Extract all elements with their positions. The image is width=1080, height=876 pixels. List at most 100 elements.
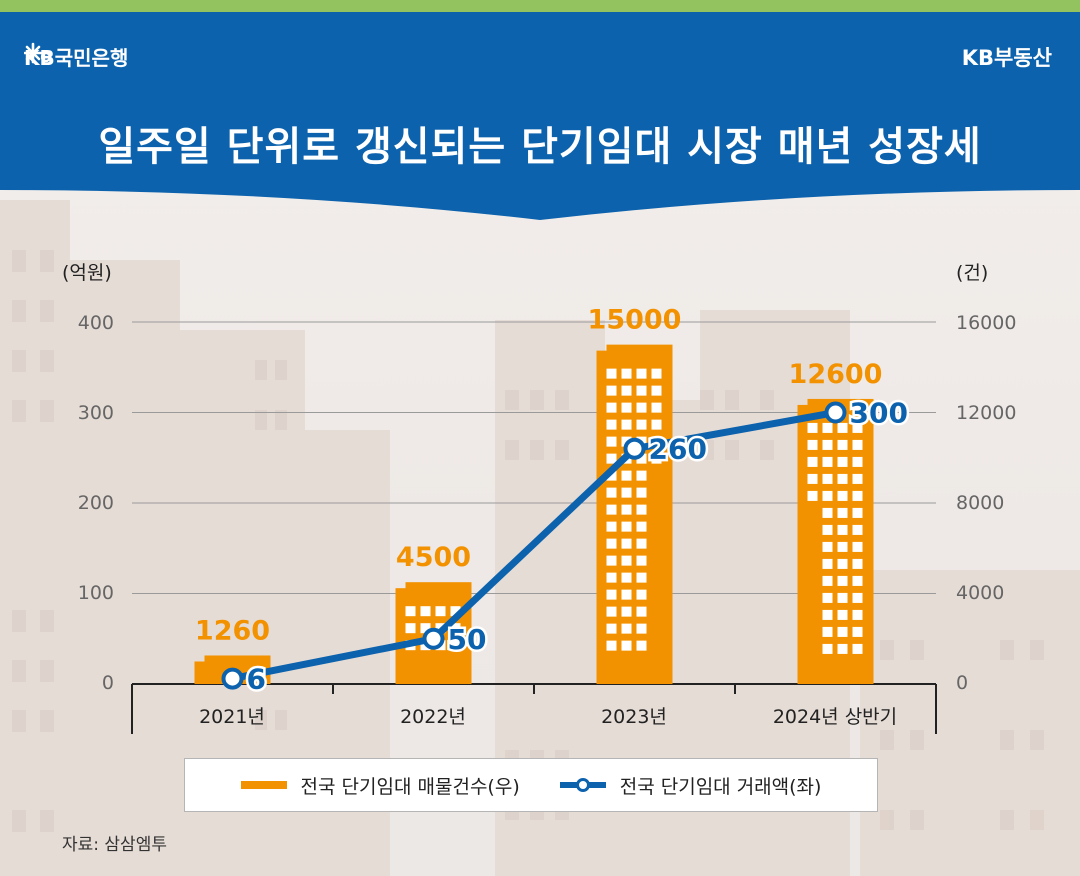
bar-roof bbox=[606, 344, 673, 353]
bar-window bbox=[636, 555, 647, 566]
bar-window bbox=[621, 419, 632, 430]
bar-window bbox=[822, 456, 833, 467]
right-tick-label: 12000 bbox=[956, 402, 1017, 424]
kb-bank-logo: KB국민은행 bbox=[24, 42, 128, 71]
bar-roof bbox=[405, 582, 472, 591]
bar-window bbox=[606, 555, 617, 566]
bar-window bbox=[621, 538, 632, 549]
right-tick-label: 8000 bbox=[956, 492, 1005, 514]
bar-window bbox=[621, 402, 632, 413]
bar-window bbox=[621, 521, 632, 532]
bar-window bbox=[837, 439, 848, 450]
bar-window bbox=[651, 385, 662, 396]
bar-window bbox=[822, 422, 833, 433]
bar-window bbox=[837, 422, 848, 433]
category-label: 2023년 bbox=[601, 706, 667, 728]
line-point bbox=[623, 437, 646, 460]
bar-window bbox=[606, 504, 617, 515]
left-tick-label: 100 bbox=[77, 582, 114, 604]
bar-window bbox=[621, 504, 632, 515]
bar-window bbox=[606, 453, 617, 464]
bar-window bbox=[807, 473, 818, 484]
bar-window bbox=[606, 521, 617, 532]
bar-window bbox=[621, 368, 632, 379]
bar-window bbox=[807, 422, 818, 433]
bar-window bbox=[837, 541, 848, 552]
category-label: 2022년 bbox=[400, 706, 466, 728]
line-point bbox=[824, 401, 847, 424]
bar-value-label: 4500 bbox=[396, 542, 471, 573]
bar-window bbox=[822, 609, 833, 620]
bar-window bbox=[636, 589, 647, 600]
bar-window bbox=[651, 402, 662, 413]
bar-window bbox=[621, 487, 632, 498]
bar-roof bbox=[204, 655, 271, 664]
bar-window bbox=[636, 538, 647, 549]
bar-window bbox=[405, 623, 416, 634]
bar-window bbox=[450, 623, 461, 634]
bar-window bbox=[837, 575, 848, 586]
bar-window bbox=[621, 572, 632, 583]
bar-window bbox=[651, 419, 662, 430]
bar-window bbox=[822, 507, 833, 518]
bar-window bbox=[807, 439, 818, 450]
bar-window bbox=[852, 473, 863, 484]
bar-window bbox=[636, 487, 647, 498]
bar-window bbox=[621, 385, 632, 396]
bar-window bbox=[852, 643, 863, 654]
category-label: 2021년 bbox=[199, 706, 265, 728]
right-tick-label: 4000 bbox=[956, 582, 1005, 604]
bar-window bbox=[606, 402, 617, 413]
legend-label-bar: 전국 단기임대 매물건수(우) bbox=[300, 775, 520, 798]
source-note: 자료: 삼삼엠투 bbox=[62, 835, 167, 855]
bar-window bbox=[636, 623, 647, 634]
bar-window bbox=[822, 490, 833, 501]
bar-window bbox=[837, 626, 848, 637]
bar-window bbox=[621, 640, 632, 651]
bar-window bbox=[822, 473, 833, 484]
right-tick-label: 16000 bbox=[956, 312, 1017, 334]
bar-window bbox=[822, 541, 833, 552]
bar-window bbox=[852, 422, 863, 433]
bar-window bbox=[606, 487, 617, 498]
page-title: 일주일 단위로 갱신되는 단기임대 시장 매년 성장세 bbox=[98, 124, 982, 170]
bar-window bbox=[852, 609, 863, 620]
bar-window bbox=[822, 524, 833, 535]
bar-window bbox=[837, 490, 848, 501]
bar-window bbox=[651, 368, 662, 379]
bar-window bbox=[636, 385, 647, 396]
bar-window bbox=[852, 439, 863, 450]
bar-value-label: 12600 bbox=[789, 359, 883, 390]
bar-window bbox=[606, 640, 617, 651]
bar-window bbox=[852, 456, 863, 467]
bar-window bbox=[636, 521, 647, 532]
kb-real-estate-logo: KB부동산 bbox=[961, 46, 1052, 70]
bar-window bbox=[420, 623, 431, 634]
legend-bar-swatch bbox=[240, 781, 287, 789]
bar-window bbox=[606, 606, 617, 617]
bar-window bbox=[837, 592, 848, 603]
bar-window bbox=[636, 606, 647, 617]
line-value-label: 300 bbox=[850, 397, 908, 430]
top-accent-line bbox=[0, 0, 1080, 12]
bar-window bbox=[636, 368, 647, 379]
bar-window bbox=[822, 575, 833, 586]
bar-window bbox=[807, 456, 818, 467]
bar-window bbox=[621, 555, 632, 566]
bar-window bbox=[435, 606, 446, 617]
legend: 전국 단기임대 매물건수(우) 전국 단기임대 거래액(좌) bbox=[184, 758, 878, 812]
bar-window bbox=[852, 541, 863, 552]
bar-window bbox=[450, 640, 461, 651]
bar-window bbox=[636, 572, 647, 583]
bar-window bbox=[852, 575, 863, 586]
left-tick-label: 0 bbox=[101, 672, 114, 694]
bar-window bbox=[852, 558, 863, 569]
bar-window bbox=[852, 626, 863, 637]
bar-window bbox=[822, 558, 833, 569]
left-axis-unit: (억원) bbox=[62, 262, 112, 284]
bar-window bbox=[450, 606, 461, 617]
bar-window bbox=[852, 592, 863, 603]
bar-window bbox=[651, 453, 662, 464]
bar-window bbox=[621, 606, 632, 617]
